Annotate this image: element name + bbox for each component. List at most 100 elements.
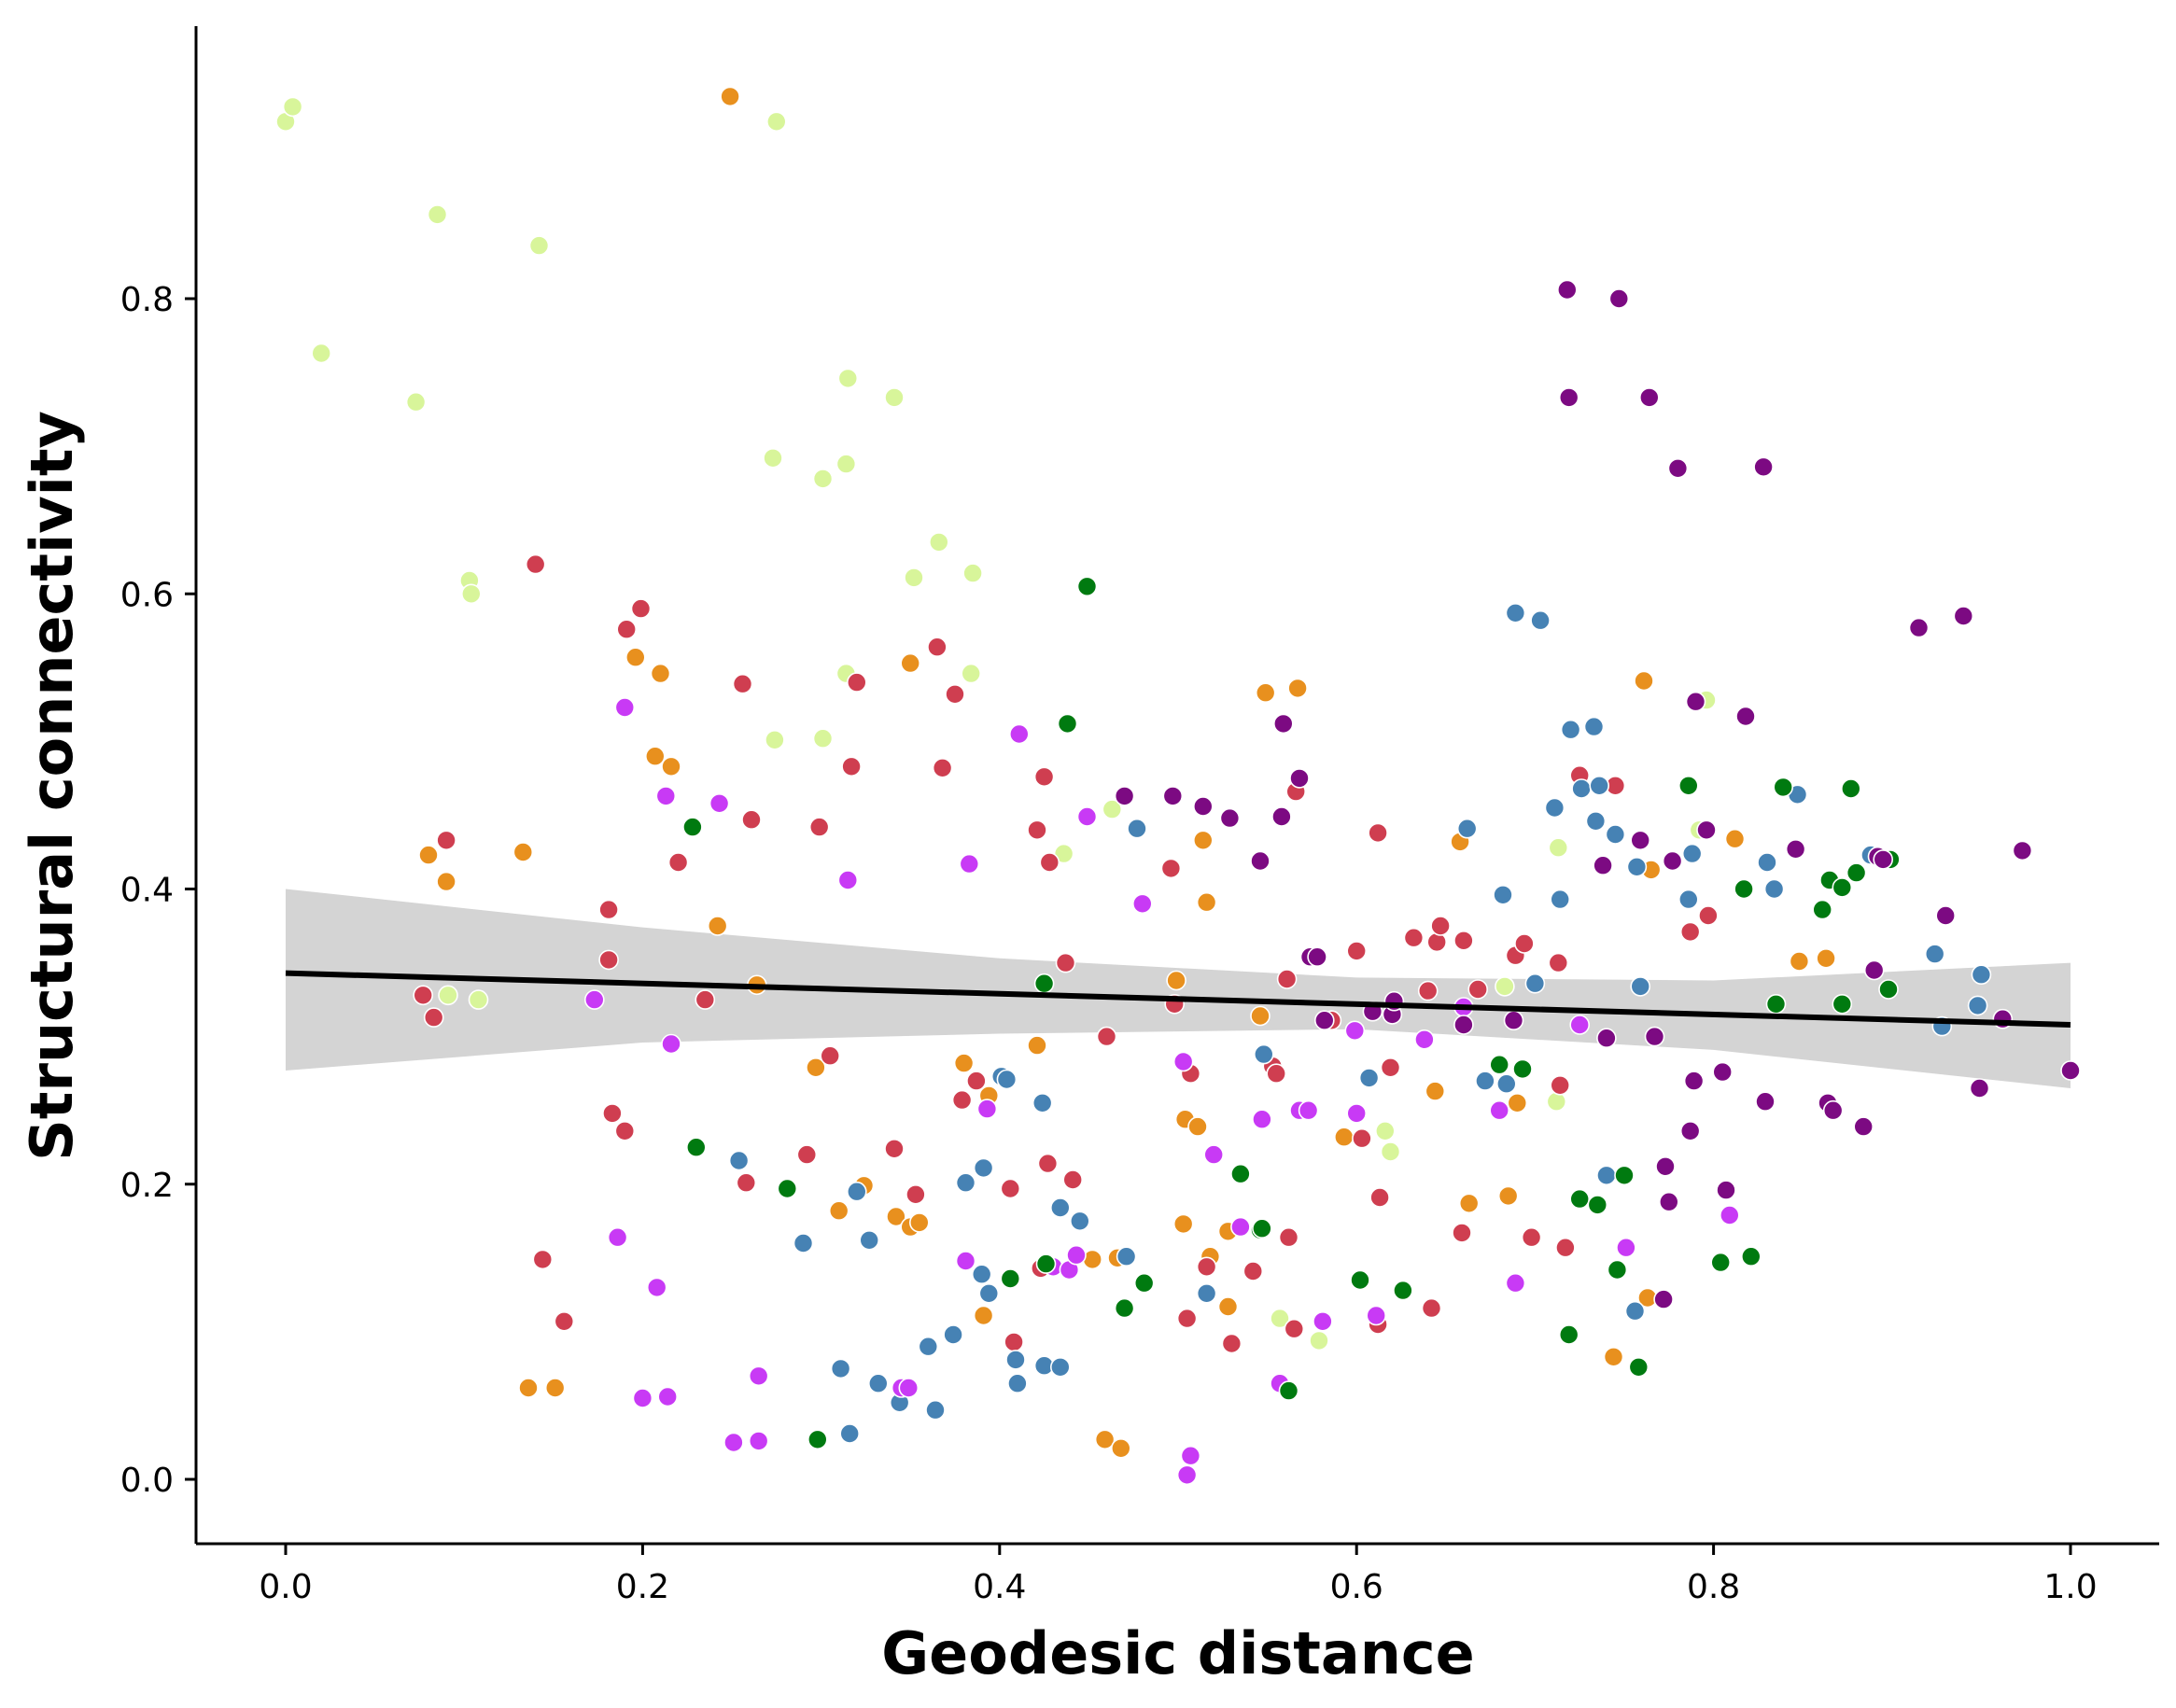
data-point-series-5-36 [1846, 862, 1867, 883]
data-point-series-6-24 [1653, 1289, 1674, 1309]
data-point-series-2-3 [525, 553, 546, 575]
data-point-series-1-28 [1172, 1213, 1194, 1235]
data-point-series-6-10 [1314, 1010, 1335, 1030]
data-point-series-0-22 [812, 728, 834, 749]
data-point-series-5-9 [1114, 1297, 1135, 1319]
data-point-series-6-43 [1873, 849, 1893, 870]
data-point-series-2-29 [1000, 1178, 1021, 1199]
data-point-series-4-23 [1132, 893, 1153, 915]
data-point-series-4-4 [646, 1277, 667, 1298]
data-point-series-6-15 [1503, 1010, 1524, 1030]
data-point-series-2-59 [1403, 927, 1425, 948]
data-point-series-2-26 [945, 683, 965, 705]
data-point-series-2-19 [820, 1045, 841, 1066]
data-point-series-0-24 [1102, 799, 1123, 819]
data-point-series-6-5 [1271, 806, 1292, 827]
data-point-series-5-14 [1278, 1380, 1299, 1401]
data-point-series-3-13 [973, 1157, 994, 1179]
data-point-series-2-5 [554, 1311, 575, 1332]
data-point-series-5-16 [1393, 1280, 1413, 1301]
data-point-series-3-10 [943, 1324, 963, 1345]
data-point-series-2-25 [932, 757, 953, 778]
x-tick-label: 0.4 [973, 1568, 1026, 1606]
data-point-series-5-30 [1773, 777, 1793, 798]
data-point-series-3-57 [1971, 964, 1992, 985]
data-point-series-6-38 [1785, 838, 1806, 860]
data-point-series-2-48 [1276, 969, 1298, 989]
data-point-series-1-19 [953, 1053, 975, 1073]
data-point-series-1-39 [1334, 1127, 1355, 1147]
data-point-series-1-31 [1193, 830, 1214, 851]
data-point-series-0-9 [468, 989, 489, 1010]
data-point-series-5-35 [1841, 778, 1861, 799]
data-point-series-0-18 [904, 567, 924, 588]
data-point-series-6-4 [1250, 850, 1271, 872]
data-point-series-5-3 [807, 1429, 828, 1450]
data-point-series-6-26 [1659, 1191, 1679, 1212]
x-tick-label: 1.0 [2043, 1568, 2097, 1606]
data-point-series-3-27 [1254, 1043, 1274, 1065]
data-point-series-3-48 [1678, 889, 1699, 910]
data-point-series-4-29 [1252, 1109, 1272, 1129]
data-point-series-3-11 [955, 1172, 976, 1193]
data-point-series-6-31 [1685, 691, 1706, 712]
data-point-series-1-8 [644, 746, 666, 767]
data-point-series-3-22 [1050, 1197, 1071, 1218]
data-point-series-4-2 [614, 697, 636, 718]
data-point-series-1-24 [1111, 1438, 1131, 1459]
data-point-series-3-25 [1127, 818, 1147, 839]
data-point-series-5-4 [1000, 1268, 1021, 1289]
data-point-series-0-2 [311, 343, 332, 364]
data-point-series-6-20 [1608, 288, 1630, 309]
data-point-series-3-35 [1530, 609, 1551, 631]
regression-line-layer [285, 970, 2071, 1028]
data-point-series-2-15 [736, 1172, 757, 1193]
data-point-series-4-9 [723, 1432, 744, 1453]
data-point-series-2-4 [532, 1249, 554, 1270]
data-point-series-5-2 [777, 1178, 798, 1199]
data-point-series-3-32 [1496, 1073, 1517, 1094]
data-point-series-0-15 [812, 469, 834, 489]
data-point-series-6-0 [1114, 786, 1135, 806]
data-point-series-1-23 [1094, 1429, 1116, 1450]
data-point-series-2-49 [1278, 1226, 1299, 1248]
data-point-series-2-13 [695, 989, 716, 1010]
data-point-series-1-22 [1027, 1035, 1047, 1056]
data-point-series-5-27 [1734, 878, 1754, 900]
data-point-series-2-38 [1096, 1026, 1117, 1047]
data-point-series-1-10 [707, 916, 728, 936]
x-tick-label: 0.6 [1330, 1568, 1383, 1606]
data-point-series-5-31 [1812, 899, 1832, 920]
data-point-series-3-17 [1005, 1350, 1026, 1370]
data-point-series-5-22 [1607, 1259, 1628, 1281]
data-point-series-2-0 [413, 985, 434, 1006]
data-point-series-0-10 [765, 111, 787, 133]
data-point-series-3-18 [1007, 1373, 1028, 1393]
data-point-series-6-30 [1683, 1071, 1705, 1091]
data-point-series-1-38 [1287, 678, 1308, 699]
data-point-series-0-8 [438, 985, 458, 1006]
data-point-series-1-20 [973, 1305, 994, 1326]
data-point-series-2-10 [616, 619, 638, 640]
data-point-series-6-37 [1755, 1091, 1776, 1112]
data-point-series-5-29 [1765, 994, 1787, 1015]
data-point-series-4-41 [1569, 1015, 1590, 1035]
data-point-series-2-30 [1004, 1332, 1024, 1352]
data-point-series-3-33 [1505, 602, 1526, 623]
data-point-series-2-12 [667, 852, 689, 873]
data-point-series-1-44 [1507, 1093, 1528, 1113]
data-point-series-4-16 [959, 853, 980, 875]
data-point-series-2-14 [732, 673, 753, 694]
data-point-series-0-26 [1495, 976, 1515, 997]
data-point-series-3-23 [1070, 1211, 1090, 1232]
data-point-series-2-61 [1421, 1297, 1442, 1319]
data-point-series-2-18 [808, 817, 830, 837]
data-point-series-2-23 [905, 1184, 926, 1205]
data-point-series-2-9 [614, 1121, 636, 1141]
data-point-series-2-21 [846, 672, 867, 693]
data-point-series-1-17 [908, 1212, 930, 1233]
data-point-series-3-41 [1585, 810, 1607, 832]
data-point-series-2-7 [598, 949, 619, 971]
data-point-series-4-32 [1298, 1099, 1319, 1121]
data-point-series-6-17 [1558, 387, 1579, 408]
